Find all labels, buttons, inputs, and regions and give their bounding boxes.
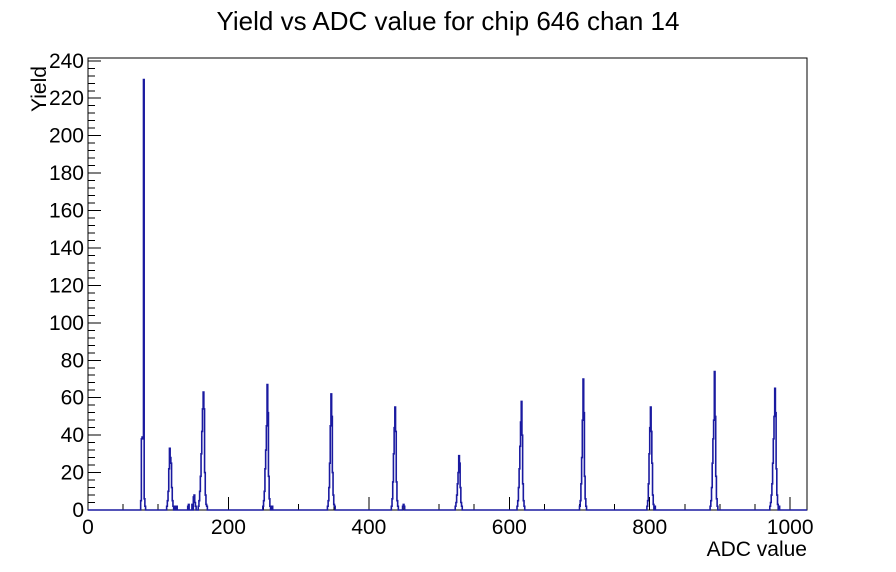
tick-label: 180	[49, 162, 84, 185]
tick-label: 400	[351, 516, 386, 539]
histogram-line	[88, 78, 807, 511]
tick-label: 140	[49, 237, 84, 260]
tick-label: 220	[49, 87, 84, 110]
tick-label: 600	[492, 516, 527, 539]
plot-frame	[87, 57, 808, 511]
tick-label: 40	[61, 424, 84, 447]
tick-label: 200	[49, 125, 84, 148]
tick-label: 0	[82, 516, 94, 539]
tick-label: 160	[49, 200, 84, 223]
tick-label: 20	[61, 462, 84, 485]
tick-label: 200	[211, 516, 246, 539]
tick-label: 800	[632, 516, 667, 539]
chart-title: Yield vs ADC value for chip 646 chan 14	[216, 6, 680, 36]
tick-label: 120	[49, 274, 84, 297]
tick-label: 240	[49, 50, 84, 73]
tick-label: 80	[61, 349, 84, 372]
y-axis-ticks	[88, 60, 101, 511]
y-axis-tick-labels: 0 20 40 60 80 100 120 140 160 180 200 220 240	[49, 50, 84, 522]
y-axis-title: Yield	[28, 66, 51, 112]
tick-label: 60	[61, 387, 84, 410]
tick-label: 1000	[767, 516, 814, 539]
tick-label: 0	[72, 499, 84, 522]
x-axis-title: ADC value	[707, 538, 807, 561]
tick-label: 100	[49, 312, 84, 335]
x-axis-tick-labels: 0 200 400 600 800 1000	[82, 516, 813, 539]
